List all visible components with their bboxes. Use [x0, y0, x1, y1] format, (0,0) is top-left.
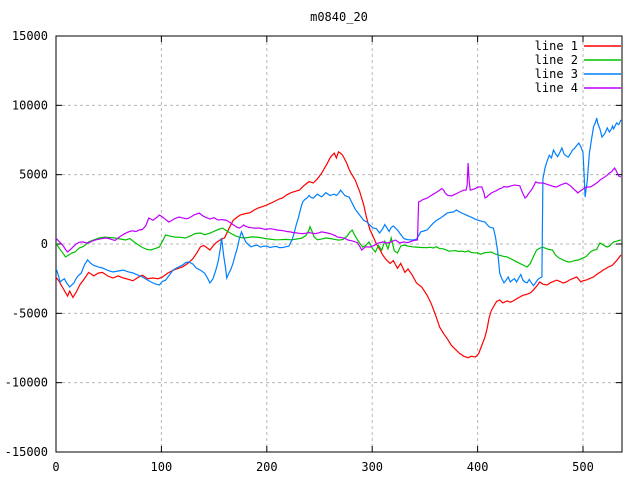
x-tick-label-200: 200 [256, 460, 278, 474]
legend-label-line-2: line 2 [535, 53, 578, 67]
x-tick-label-100: 100 [151, 460, 173, 474]
series-line-3 [56, 117, 622, 288]
y-tick-label-10000: 10000 [12, 98, 48, 112]
y-tick-label--15000: -15000 [5, 445, 48, 459]
legend-label-line-3: line 3 [535, 67, 578, 81]
x-tick-label-300: 300 [361, 460, 383, 474]
series-line-2 [56, 224, 622, 268]
y-tick-label--10000: -10000 [5, 376, 48, 390]
x-tick-label-400: 400 [467, 460, 489, 474]
series-line-4 [56, 162, 622, 253]
y-tick-label-15000: 15000 [12, 29, 48, 43]
legend-label-line-4: line 4 [535, 81, 578, 95]
x-tick-label-0: 0 [52, 460, 59, 474]
y-tick-label--5000: -5000 [12, 306, 48, 320]
series-line-1 [56, 150, 622, 359]
y-tick-label-5000: 5000 [19, 168, 48, 182]
chart-title: m0840_20 [310, 10, 368, 24]
x-tick-label-500: 500 [572, 460, 594, 474]
legend-label-line-1: line 1 [535, 39, 578, 53]
y-tick-label-0: 0 [41, 237, 48, 251]
